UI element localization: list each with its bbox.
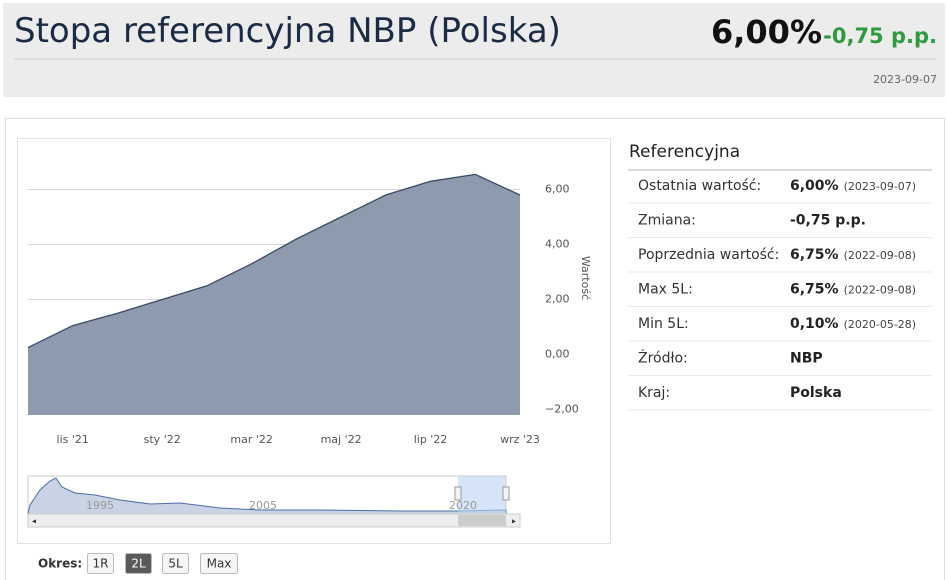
title: Stopa referencyjna NBP [14,11,416,51]
x-tick-label: wrz '23 [500,433,540,446]
period-buttons: 1R 2L 5L Max [87,553,238,574]
header-title: Stopa referencyjna NBP (Polska) [14,11,561,51]
navigator-label: 2020 [449,499,477,512]
period-button[interactable] [200,553,238,574]
x-tick-label: lip '22 [414,433,448,446]
scrollbar-thumb[interactable] [458,515,506,526]
navigator-label: 2005 [249,499,277,512]
row-date: (2022-09-08) [844,284,917,297]
x-tick-label: sty '22 [144,433,181,446]
row-date: (2022-09-08) [844,249,917,262]
row-label: Zmiana: [638,213,696,229]
row-value: NBP [790,351,823,367]
row-label: Min 5L: [638,316,689,332]
y-tick-label: 4,00 [545,238,570,251]
navigator: ◂ ▸ 1995 2005 2020 [27,475,521,528]
header-band [3,3,945,97]
row-value: 6,75% [790,282,839,298]
header-date: 2023-09-07 [873,73,937,86]
area-line [27,173,521,349]
row-value: -0,75 p.p. [790,213,866,229]
navigator-range[interactable] [458,476,506,514]
x-tick-label: lis '21 [57,433,89,446]
navigator-handle[interactable] [454,486,462,501]
header-change: -0,75 p.p. [823,24,937,48]
row-value: 0,10% [790,316,839,332]
period-button-label[interactable]: Max [207,557,232,571]
period-button[interactable] [162,553,189,574]
period-button-label[interactable]: 5L [168,557,183,571]
y-axis-title: Wartość [579,256,592,300]
country: (Polska) [427,11,561,51]
header-value: 6,00% [711,13,822,51]
period-button[interactable] [125,553,152,574]
period-button[interactable] [87,553,114,574]
y-tick-label: 2,00 [545,293,570,306]
row-date: (2023-09-07) [844,180,917,193]
scrollbar[interactable] [27,513,521,528]
period-label: Okres: [38,557,82,571]
navigator-handle[interactable] [502,486,510,501]
area [28,174,520,415]
y-tick-label: 0,00 [545,348,570,361]
row-label: Ostatnia wartość: [638,178,761,194]
period-button-label[interactable]: 1R [93,557,109,571]
navigator-label: 1995 [86,499,114,512]
scroll-right[interactable]: ▸ [512,517,516,526]
row-date: (2020-05-28) [844,318,917,331]
y-tick-label: 6,00 [545,183,570,196]
row-value: 6,75% [790,247,839,263]
row-value: Polska [790,385,842,401]
y-tick-label: −2,00 [545,403,579,416]
period-button-label[interactable]: 2L [131,557,146,571]
row-label: Max 5L: [638,282,693,298]
table-title: Referencyjna [629,142,740,162]
row-value: 6,00% [790,178,839,194]
row-label: Kraj: [638,385,670,401]
scroll-left[interactable]: ◂ [32,517,36,526]
row-label: Źródło: [638,349,688,367]
x-tick-label: maj '22 [321,433,362,446]
row-label: Poprzednia wartość: [638,247,779,263]
info-table: Ostatnia wartość: 6,00% (2023-09-07) Zmiana… [628,178,932,411]
x-tick-label: mar '22 [230,433,273,446]
